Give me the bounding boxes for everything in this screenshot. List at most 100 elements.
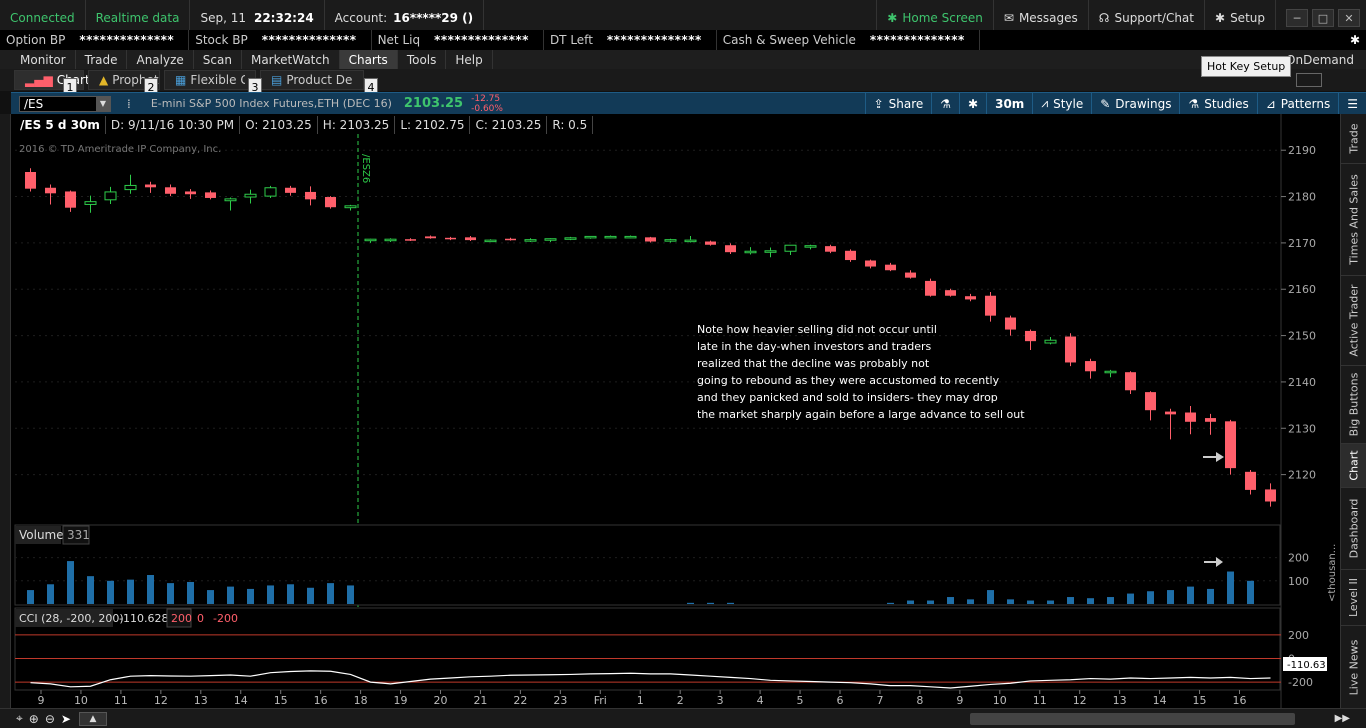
time-tick-label: 15 — [274, 694, 288, 707]
timeframe-selector[interactable]: 30m — [986, 92, 1032, 115]
menu-trade[interactable]: Trade — [76, 50, 128, 69]
maximize-button[interactable]: □ — [1312, 9, 1334, 27]
share-button[interactable]: ⇪ Share — [864, 92, 932, 115]
time-tick-label: 10 — [74, 694, 88, 707]
close-button[interactable]: ✕ — [1338, 9, 1360, 27]
patterns-icon: ⊿ — [1265, 96, 1276, 111]
candle-body — [205, 192, 216, 198]
menu-help[interactable]: Help — [446, 50, 493, 69]
candle-body — [285, 187, 296, 193]
horizontal-scrollbar[interactable] — [969, 712, 1295, 725]
time-tick-label: 2 — [677, 694, 684, 707]
candle-body — [925, 280, 936, 296]
candle-body — [425, 236, 436, 239]
rail-tab-trade[interactable]: Trade — [1341, 114, 1366, 164]
support-chat-button[interactable]: ☊ Support/Chat — [1089, 0, 1205, 37]
menu-marketwatch[interactable]: MarketWatch — [242, 50, 340, 69]
rail-tab-times-and-sales[interactable]: Times And Sales — [1341, 164, 1366, 276]
candle-body — [104, 191, 117, 201]
volume-bar — [187, 581, 194, 604]
subtab-product-depth[interactable]: ▤Product Depth — [260, 70, 364, 90]
minimize-button[interactable]: ─ — [1286, 9, 1308, 27]
rail-tab-live-news[interactable]: Live News — [1341, 626, 1366, 710]
time-tick-label: 5 — [797, 694, 804, 707]
chart-canvas[interactable]: /ESZ6 2016 © TD Ameritrade IP Company, I… — [11, 114, 1340, 708]
volume-pane — [14, 524, 1281, 606]
chart-menu-button[interactable]: ☰ — [1338, 92, 1366, 115]
balance-dt-left[interactable]: DT Left ************** — [544, 30, 717, 50]
balance-stock-bp[interactable]: Stock BP ************** — [189, 30, 372, 50]
cci-value: -110.628 — [119, 612, 168, 625]
menu-charts[interactable]: Charts — [339, 50, 398, 69]
realtime-data-status[interactable]: Realtime data — [86, 0, 191, 37]
cci-badge-box — [1283, 657, 1327, 671]
bar-open: O: 2103.25 — [240, 116, 318, 134]
rail-tab-big-buttons[interactable]: Big Buttons — [1341, 366, 1366, 444]
warning-icon: ▲ — [99, 73, 109, 87]
time-tick-label: 22 — [513, 694, 527, 707]
rail-tab-dashboard[interactable]: Dashboard — [1341, 488, 1366, 570]
volume-bar — [1007, 599, 1014, 604]
rail-tab-level-ii[interactable]: Level II — [1341, 570, 1366, 626]
style-button[interactable]: ⩘ Style — [1032, 92, 1091, 115]
menu-scan[interactable]: Scan — [194, 50, 242, 69]
annotation-line: Note how heavier selling did not occur u… — [697, 323, 937, 336]
settings-gear-button[interactable]: ✱ — [1344, 30, 1366, 50]
subtab-flexible-grid[interactable]: ▦Flexible Grid — [164, 70, 256, 90]
rail-tab-active-trader[interactable]: Active Trader — [1341, 276, 1366, 366]
ondemand-label: OnDemand — [1286, 52, 1354, 67]
flask-button[interactable]: ⚗ — [931, 92, 959, 115]
bar-high-text: H: 2103.25 — [322, 118, 390, 132]
volume-bar — [67, 561, 74, 604]
price-tick-label: 2140 — [1288, 376, 1316, 389]
studies-button[interactable]: ⚗ Studies — [1179, 92, 1256, 115]
balance-cash-sweep[interactable]: Cash & Sweep Vehicle ************** — [717, 30, 980, 50]
account-selector[interactable]: Account: 16*****29 () — [325, 0, 485, 37]
balance-option-bp[interactable]: Option BP ************** — [0, 30, 190, 50]
bar-low: L: 2102.75 — [395, 116, 471, 134]
volume-label-box — [15, 526, 61, 544]
candle-body — [705, 241, 716, 245]
rail-tab-chart[interactable]: Chart — [1341, 444, 1366, 488]
candle-body — [45, 187, 56, 194]
volume-bar — [987, 590, 994, 604]
crosshair-icon[interactable]: ⌖ — [16, 711, 23, 725]
candles — [25, 168, 1276, 507]
candle-body — [1225, 421, 1236, 469]
expand-panel-button[interactable]: ▲ — [78, 711, 107, 726]
menu-tools[interactable]: Tools — [398, 50, 447, 69]
account-label: Account: — [334, 11, 388, 25]
time-tick-label: 11 — [114, 694, 128, 707]
patterns-button[interactable]: ⊿ Patterns — [1256, 92, 1339, 115]
scroll-right-icon[interactable]: ▶▶ — [1334, 713, 1350, 724]
cci-label-box — [15, 609, 113, 627]
setup-button[interactable]: ✱ Setup — [1205, 0, 1276, 37]
menu-analyze[interactable]: Analyze — [127, 50, 194, 69]
zoom-out-icon[interactable]: ⊖ — [44, 711, 55, 726]
timeframe-label: 30m — [995, 96, 1025, 111]
candle-body — [885, 264, 896, 271]
time-tick-label: 16 — [1233, 694, 1247, 707]
left-collapse-strip[interactable] — [0, 114, 11, 710]
cursor-icon[interactable]: ➤ — [60, 711, 71, 726]
zoom-in-icon[interactable]: ⊕ — [28, 711, 39, 726]
symbol-selector[interactable]: /ES ▼ — [19, 95, 111, 112]
candle-body — [544, 238, 557, 241]
layout-icon[interactable] — [1296, 73, 1322, 87]
chart-title-text: /ES 5 d 30m — [20, 118, 100, 132]
chart-settings-button[interactable]: ✱ — [959, 92, 986, 115]
balance-net-liq[interactable]: Net Liq ************** — [372, 30, 544, 50]
messages-button[interactable]: ✉ Messages — [994, 0, 1089, 37]
menu-monitor[interactable]: Monitor — [11, 50, 76, 69]
link-icon[interactable]: ⁞ — [127, 96, 131, 111]
hot-key-setup-tooltip: Hot Key Setup — [1201, 56, 1292, 77]
time-tick-label: 15 — [1193, 694, 1207, 707]
contract-marker: /ESZ6 — [360, 154, 371, 183]
drawings-button[interactable]: ✎ Drawings — [1091, 92, 1179, 115]
candle-body — [224, 198, 237, 202]
candle-body — [624, 235, 637, 239]
volume-bar — [347, 585, 354, 604]
volume-bar — [687, 602, 694, 604]
home-screen-button[interactable]: ✱ Home Screen — [876, 0, 994, 37]
candle-body — [604, 235, 617, 239]
